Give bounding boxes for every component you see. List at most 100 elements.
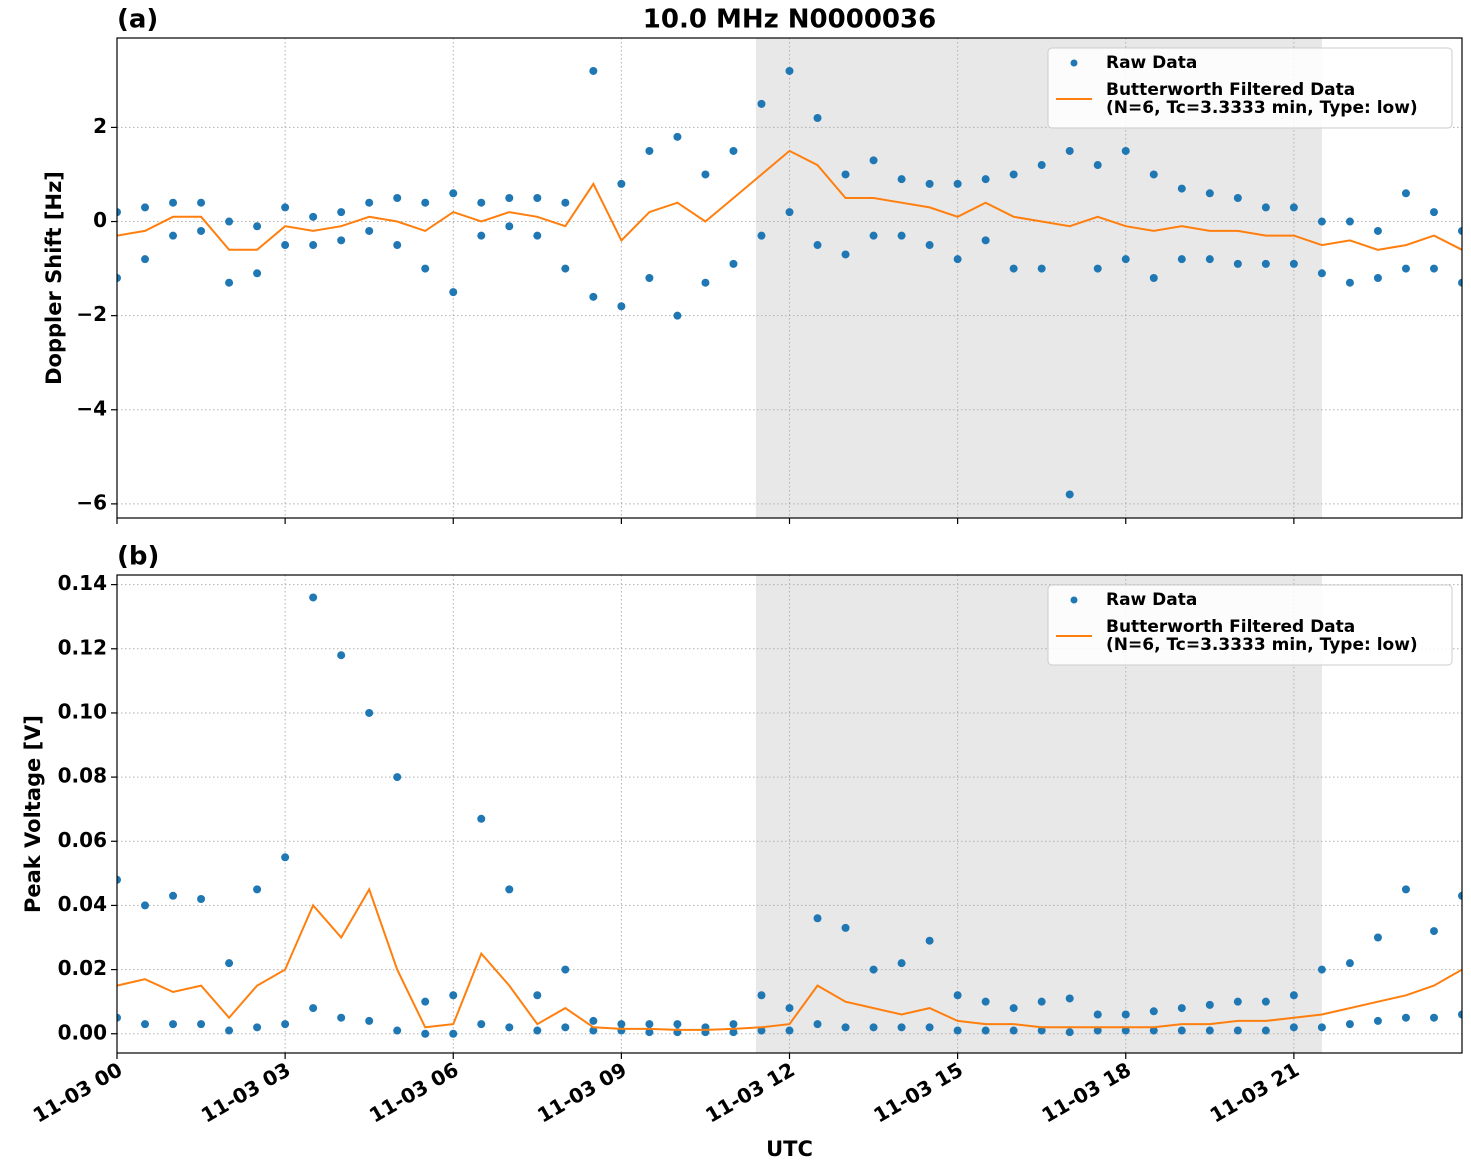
raw-point bbox=[1401, 885, 1410, 894]
raw-point bbox=[561, 198, 570, 207]
raw-point bbox=[1009, 264, 1018, 273]
raw-point bbox=[589, 1026, 598, 1035]
raw-point bbox=[117, 875, 121, 884]
raw-point bbox=[561, 965, 570, 974]
x-tick-label: 11-03 09 bbox=[533, 1057, 631, 1127]
raw-point bbox=[1233, 259, 1242, 268]
raw-point bbox=[449, 1029, 458, 1038]
raw-point bbox=[1458, 278, 1462, 287]
raw-point bbox=[421, 997, 430, 1006]
raw-point bbox=[645, 1020, 654, 1029]
axes-frame bbox=[116, 574, 1463, 1054]
x-tick-label: 11-03 06 bbox=[365, 1057, 463, 1127]
raw-point bbox=[1373, 274, 1382, 282]
raw-point bbox=[813, 1020, 822, 1029]
legend-label-line: (N=6, Tc=3.3333 min, Type: low) bbox=[1106, 635, 1418, 655]
raw-point bbox=[169, 198, 178, 207]
raw-point bbox=[449, 189, 458, 198]
raw-point bbox=[1205, 189, 1214, 198]
raw-point bbox=[1093, 161, 1102, 170]
raw-point bbox=[421, 198, 430, 207]
y-tick-label: 0.00 bbox=[58, 1020, 107, 1044]
x-tick-label: 11-03 03 bbox=[197, 1057, 295, 1127]
raw-point bbox=[1037, 997, 1046, 1006]
raw-point bbox=[785, 66, 794, 75]
raw-point bbox=[117, 1013, 121, 1022]
legend-label-line: (N=6, Tc=3.3333 min, Type: low) bbox=[1106, 98, 1418, 118]
raw-point bbox=[925, 936, 934, 945]
raw-point bbox=[1345, 959, 1354, 968]
raw-point bbox=[981, 175, 990, 184]
raw-point bbox=[1317, 269, 1326, 278]
raw-point bbox=[1149, 274, 1158, 282]
raw-point bbox=[645, 274, 654, 282]
raw-point bbox=[533, 1026, 542, 1035]
y-tick-label: 0 bbox=[93, 208, 107, 232]
raw-point bbox=[169, 891, 178, 900]
raw-point bbox=[785, 1026, 794, 1035]
x-tick-label: 11-03 00 bbox=[29, 1057, 127, 1127]
raw-point bbox=[785, 1004, 794, 1013]
raw-point bbox=[141, 255, 150, 264]
raw-point bbox=[617, 179, 626, 188]
x-tick-label: 11-03 12 bbox=[701, 1057, 799, 1127]
raw-point bbox=[1458, 1010, 1462, 1019]
raw-point bbox=[225, 959, 234, 968]
raw-point bbox=[841, 170, 850, 179]
legend-label-line: Raw Data bbox=[1106, 53, 1197, 73]
raw-point bbox=[117, 274, 121, 282]
raw-point bbox=[1121, 1026, 1130, 1035]
legend-label-line: Butterworth Filtered Data bbox=[1106, 617, 1355, 637]
y-tick-label: 0.12 bbox=[58, 635, 107, 659]
raw-point bbox=[589, 292, 598, 301]
raw-point bbox=[1401, 264, 1410, 273]
raw-point bbox=[1037, 264, 1046, 273]
raw-point bbox=[1289, 1023, 1298, 1032]
y-tick-label: −4 bbox=[76, 396, 107, 420]
raw-point bbox=[953, 1026, 962, 1035]
raw-point bbox=[1429, 1013, 1438, 1022]
raw-point bbox=[953, 255, 962, 264]
raw-point bbox=[1289, 991, 1298, 1000]
raw-point bbox=[337, 236, 346, 245]
raw-point bbox=[1037, 1026, 1046, 1035]
raw-point bbox=[1401, 189, 1410, 198]
raw-point bbox=[365, 1016, 374, 1025]
raw-point bbox=[1317, 965, 1326, 974]
raw-point bbox=[1373, 226, 1382, 235]
y-tick-label: −6 bbox=[76, 490, 107, 514]
raw-point bbox=[117, 208, 121, 217]
raw-point bbox=[1429, 208, 1438, 217]
raw-point bbox=[393, 194, 402, 202]
raw-point bbox=[225, 1026, 234, 1035]
y-axis-label: Peak Voltage [V] bbox=[21, 715, 45, 913]
raw-point bbox=[281, 241, 290, 250]
panel-label: (b) bbox=[117, 542, 159, 572]
raw-point bbox=[1317, 217, 1326, 226]
raw-point bbox=[253, 1023, 262, 1032]
raw-point bbox=[757, 991, 766, 1000]
raw-point bbox=[477, 814, 486, 823]
raw-point bbox=[421, 264, 430, 273]
raw-point bbox=[813, 241, 822, 250]
raw-point bbox=[1233, 194, 1242, 202]
raw-point bbox=[841, 1023, 850, 1032]
raw-point bbox=[729, 146, 738, 155]
legend-marker bbox=[1070, 59, 1078, 67]
raw-point bbox=[365, 708, 374, 717]
raw-point bbox=[701, 278, 710, 287]
raw-point bbox=[309, 241, 318, 250]
raw-point bbox=[1345, 278, 1354, 287]
raw-point bbox=[869, 965, 878, 974]
raw-point bbox=[897, 1023, 906, 1032]
raw-point bbox=[393, 241, 402, 250]
legend-marker bbox=[1070, 596, 1078, 604]
raw-point bbox=[309, 593, 318, 602]
raw-point bbox=[1093, 264, 1102, 273]
raw-point bbox=[1261, 203, 1270, 212]
raw-point bbox=[561, 264, 570, 273]
raw-point bbox=[981, 236, 990, 245]
y-tick-label: 0.08 bbox=[58, 764, 107, 788]
raw-point bbox=[337, 208, 346, 217]
